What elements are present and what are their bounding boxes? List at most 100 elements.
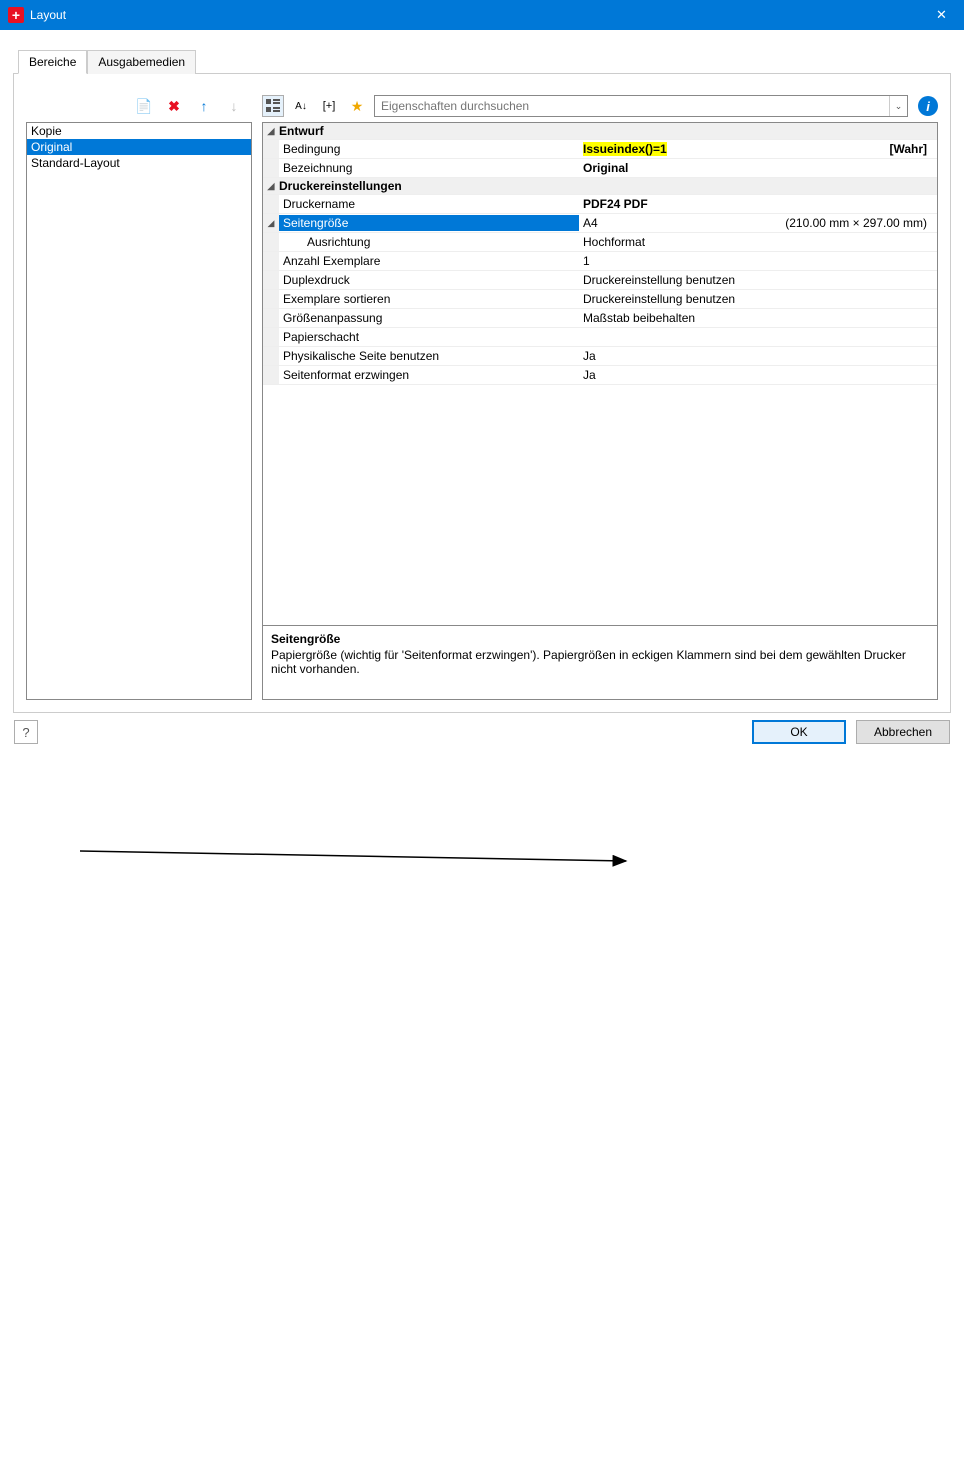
property-row[interactable]: BedingungIssueindex()=1[Wahr] bbox=[263, 140, 937, 159]
property-label: Duplexdruck bbox=[279, 272, 579, 288]
window-title: Layout bbox=[30, 8, 919, 22]
property-value[interactable] bbox=[579, 336, 937, 338]
property-label: Ausrichtung bbox=[279, 234, 579, 250]
tab-strip: Bereiche Ausgabemedien bbox=[0, 30, 964, 73]
property-row[interactable]: DruckernamePDF24 PDF bbox=[263, 195, 937, 214]
help-button[interactable]: ? bbox=[14, 720, 38, 744]
categorized-icon bbox=[266, 99, 280, 113]
property-grid-body[interactable]: ◢EntwurfBedingungIssueindex()=1[Wahr]Bez… bbox=[263, 123, 937, 625]
description-panel: Seitengröße Papiergröße (wichtig für 'Se… bbox=[263, 625, 937, 699]
property-value[interactable]: Hochformat bbox=[579, 234, 937, 250]
collapse-icon[interactable]: ◢ bbox=[263, 181, 279, 192]
dialog-button-row: ? OK Abbrechen bbox=[14, 720, 950, 744]
collapse-icon[interactable]: ◢ bbox=[263, 126, 279, 137]
expand-icon[interactable]: ◢ bbox=[263, 214, 279, 232]
titlebar: Layout ✕ bbox=[0, 0, 964, 30]
property-row[interactable]: BezeichnungOriginal bbox=[263, 159, 937, 178]
list-item[interactable]: Kopie bbox=[27, 123, 251, 139]
category-header[interactable]: ◢Druckereinstellungen bbox=[263, 178, 937, 195]
tab-bereiche[interactable]: Bereiche bbox=[18, 50, 87, 74]
category-header[interactable]: ◢Entwurf bbox=[263, 123, 937, 140]
property-label: Physikalische Seite benutzen bbox=[279, 348, 579, 364]
property-value[interactable]: Maßstab beibehalten bbox=[579, 310, 937, 326]
property-label: Größenanpassung bbox=[279, 310, 579, 326]
property-label: Anzahl Exemplare bbox=[279, 253, 579, 269]
property-row[interactable]: Anzahl Exemplare1 bbox=[263, 252, 937, 271]
property-value[interactable]: Issueindex()=1[Wahr] bbox=[579, 141, 937, 157]
row-gutter bbox=[263, 140, 279, 158]
alphabetical-view-button[interactable]: A↓ bbox=[290, 95, 312, 117]
move-up-icon[interactable]: ↑ bbox=[196, 98, 212, 114]
search-dropdown-button[interactable]: ⌄ bbox=[889, 96, 907, 116]
row-gutter bbox=[263, 271, 279, 289]
categorized-view-button[interactable] bbox=[262, 95, 284, 117]
property-row[interactable]: AusrichtungHochformat bbox=[263, 233, 937, 252]
cancel-button[interactable]: Abbrechen bbox=[856, 720, 950, 744]
property-value-suffix: [Wahr] bbox=[889, 142, 933, 156]
property-row[interactable]: GrößenanpassungMaßstab beibehalten bbox=[263, 309, 937, 328]
close-button[interactable]: ✕ bbox=[919, 0, 964, 30]
property-value[interactable]: Druckereinstellung benutzen bbox=[579, 291, 937, 307]
property-label: Papierschacht bbox=[279, 329, 579, 345]
property-label: Bedingung bbox=[279, 141, 579, 157]
property-value[interactable]: Original bbox=[579, 160, 937, 176]
description-title: Seitengröße bbox=[271, 632, 929, 646]
property-grid: ◢EntwurfBedingungIssueindex()=1[Wahr]Bez… bbox=[262, 122, 938, 700]
info-button[interactable]: i bbox=[918, 96, 938, 116]
expand-icon: [+] bbox=[323, 100, 336, 112]
right-column: A↓ [+] ★ ⌄ i ◢EntwurfBedingungIssueindex… bbox=[262, 94, 938, 700]
move-down-icon: ↓ bbox=[226, 98, 242, 114]
app-icon bbox=[8, 7, 24, 23]
property-value[interactable]: 1 bbox=[579, 253, 937, 269]
favorites-button[interactable]: ★ bbox=[346, 95, 368, 117]
category-label: Entwurf bbox=[279, 124, 324, 138]
property-value[interactable]: Ja bbox=[579, 367, 937, 383]
search-box: ⌄ bbox=[374, 95, 908, 117]
property-value[interactable]: A4(210.00 mm × 297.00 mm) bbox=[579, 215, 937, 231]
property-label: Seitengröße bbox=[279, 215, 579, 231]
property-value[interactable]: Ja bbox=[579, 348, 937, 364]
list-toolbar: 📄 ✖ ↑ ↓ bbox=[26, 94, 252, 118]
property-row[interactable]: Papierschacht bbox=[263, 328, 937, 347]
row-gutter bbox=[263, 233, 279, 251]
expand-all-button[interactable]: [+] bbox=[318, 95, 340, 117]
row-gutter bbox=[263, 195, 279, 213]
sort-az-icon: A↓ bbox=[295, 101, 307, 112]
category-label: Druckereinstellungen bbox=[279, 179, 402, 193]
row-gutter bbox=[263, 309, 279, 327]
property-row[interactable]: Physikalische Seite benutzenJa bbox=[263, 347, 937, 366]
list-item[interactable]: Original bbox=[27, 139, 251, 155]
property-label: Bezeichnung bbox=[279, 160, 579, 176]
row-gutter bbox=[263, 159, 279, 177]
property-toolbar: A↓ [+] ★ ⌄ i bbox=[262, 94, 938, 118]
ok-button[interactable]: OK bbox=[752, 720, 846, 744]
property-label: Seitenformat erzwingen bbox=[279, 367, 579, 383]
property-value[interactable]: PDF24 PDF bbox=[579, 196, 937, 212]
property-value-suffix: (210.00 mm × 297.00 mm) bbox=[785, 216, 933, 230]
row-gutter bbox=[263, 290, 279, 308]
property-label: Druckername bbox=[279, 196, 579, 212]
property-row[interactable]: Seitenformat erzwingenJa bbox=[263, 366, 937, 385]
close-icon: ✕ bbox=[936, 7, 947, 23]
row-gutter bbox=[263, 347, 279, 365]
delete-icon[interactable]: ✖ bbox=[166, 98, 182, 114]
star-icon: ★ bbox=[351, 98, 364, 115]
info-icon: i bbox=[926, 99, 930, 114]
annotation-arrow bbox=[0, 723, 964, 1477]
layout-listbox[interactable]: KopieOriginalStandard-Layout bbox=[26, 122, 252, 700]
row-gutter bbox=[263, 366, 279, 384]
list-item[interactable]: Standard-Layout bbox=[27, 155, 251, 171]
description-text: Papiergröße (wichtig für 'Seitenformat e… bbox=[271, 648, 929, 676]
property-row[interactable]: ◢SeitengrößeA4(210.00 mm × 297.00 mm) bbox=[263, 214, 937, 233]
left-column: 📄 ✖ ↑ ↓ KopieOriginalStandard-Layout bbox=[26, 94, 252, 700]
row-gutter bbox=[263, 252, 279, 270]
row-gutter bbox=[263, 328, 279, 346]
tab-ausgabemedien[interactable]: Ausgabemedien bbox=[87, 50, 196, 74]
property-value[interactable]: Druckereinstellung benutzen bbox=[579, 272, 937, 288]
property-row[interactable]: DuplexdruckDruckereinstellung benutzen bbox=[263, 271, 937, 290]
new-icon[interactable]: 📄 bbox=[136, 98, 152, 114]
search-input[interactable] bbox=[375, 96, 889, 116]
property-label: Exemplare sortieren bbox=[279, 291, 579, 307]
property-row[interactable]: Exemplare sortierenDruckereinstellung be… bbox=[263, 290, 937, 309]
tab-panel: 📄 ✖ ↑ ↓ KopieOriginalStandard-Layout A↓ … bbox=[13, 73, 951, 713]
